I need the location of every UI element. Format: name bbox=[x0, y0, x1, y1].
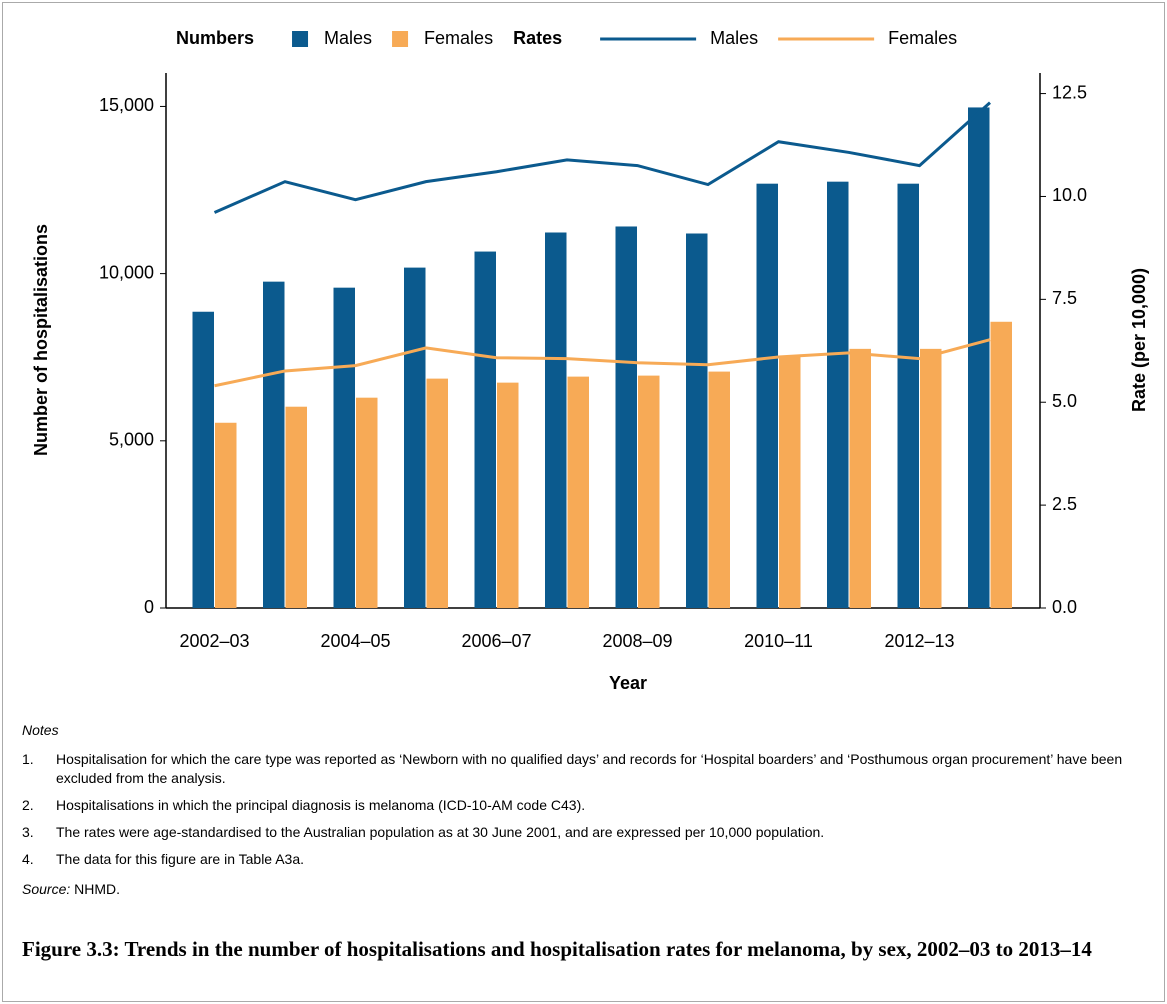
chart: Year Number of hospitalisations Rate (pe… bbox=[31, 28, 1149, 693]
notes-list: 1. Hospitalisation for which the care typ… bbox=[22, 750, 1142, 869]
notes-heading: Notes bbox=[22, 722, 59, 738]
bar bbox=[285, 406, 307, 608]
bar bbox=[968, 107, 990, 609]
bar bbox=[333, 287, 355, 608]
legend-label: Males bbox=[710, 28, 758, 48]
y2-tick-label: 0.0 bbox=[1052, 597, 1077, 617]
note-number: 1. bbox=[22, 751, 34, 767]
note-item: 1. Hospitalisation for which the care typ… bbox=[22, 750, 1142, 788]
notes: Notes 1. Hospitalisation for which the ca… bbox=[22, 722, 1142, 897]
y2-tick-label: 12.5 bbox=[1052, 82, 1087, 102]
bar bbox=[990, 321, 1012, 608]
bar bbox=[686, 233, 708, 608]
note-item: 2. Hospitalisations in which the principa… bbox=[22, 796, 1142, 815]
bar bbox=[615, 226, 637, 608]
bar bbox=[356, 397, 378, 608]
y-tick-label: 0 bbox=[144, 597, 154, 617]
bar bbox=[708, 371, 730, 608]
bar bbox=[497, 382, 519, 608]
legend-swatch bbox=[392, 31, 409, 47]
x-tick-label: 2010–11 bbox=[744, 631, 813, 651]
bar bbox=[849, 348, 871, 608]
note-number: 4. bbox=[22, 851, 34, 867]
x-tick-label: 2002–03 bbox=[179, 631, 249, 651]
source-text: NHMD. bbox=[74, 881, 121, 897]
bar bbox=[192, 311, 214, 608]
bar bbox=[474, 251, 496, 608]
x-tick-label: 2012–13 bbox=[884, 631, 954, 651]
legend-label: Males bbox=[324, 28, 372, 48]
y2-tick-label: 7.5 bbox=[1052, 288, 1077, 308]
y-tick-label: 5,000 bbox=[109, 430, 154, 450]
bar bbox=[827, 181, 849, 608]
y2-tick-label: 2.5 bbox=[1052, 494, 1077, 514]
bar bbox=[920, 348, 942, 608]
x-axis-title: Year bbox=[609, 673, 647, 693]
line bbox=[214, 338, 991, 388]
bar bbox=[545, 232, 567, 608]
y2-tick-label: 10.0 bbox=[1052, 185, 1087, 205]
x-tick-label: 2006–07 bbox=[461, 631, 531, 651]
legend-swatch bbox=[292, 31, 309, 47]
legend-group: Numbers bbox=[176, 28, 254, 48]
bar bbox=[567, 376, 589, 608]
note-text: Hospitalisation for which the care type … bbox=[56, 751, 1123, 786]
source: Source: NHMD. bbox=[22, 881, 1142, 897]
legend-label: Females bbox=[888, 28, 957, 48]
note-text: Hospitalisations in which the principal … bbox=[56, 797, 586, 813]
note-number: 2. bbox=[22, 797, 34, 813]
y2-tick-label: 5.0 bbox=[1052, 391, 1077, 411]
note-text: The data for this figure are in Table A3… bbox=[56, 851, 305, 867]
x-tick-label: 2004–05 bbox=[320, 631, 390, 651]
legend-label: Females bbox=[424, 28, 493, 48]
bar bbox=[756, 183, 778, 608]
figure-caption: Figure 3.3: Trends in the number of hosp… bbox=[22, 937, 1092, 961]
y-tick-label: 15,000 bbox=[99, 95, 154, 115]
x-tick-label: 2008–09 bbox=[602, 631, 672, 651]
bar bbox=[779, 356, 801, 608]
bar bbox=[404, 267, 426, 608]
note-text: The rates were age-standardised to the A… bbox=[56, 824, 825, 840]
line bbox=[213, 101, 991, 214]
bar bbox=[426, 378, 448, 608]
bar bbox=[638, 375, 660, 608]
note-item: 3. The rates were age-standardised to the… bbox=[22, 823, 1142, 842]
note-number: 3. bbox=[22, 824, 34, 840]
y-tick-label: 10,000 bbox=[99, 262, 154, 282]
bar bbox=[215, 422, 237, 608]
note-item: 4. The data for this figure are in Table … bbox=[22, 850, 1142, 869]
y2-axis-title: Rate (per 10,000) bbox=[1129, 268, 1149, 412]
legend-group: Rates bbox=[513, 28, 562, 48]
source-label: Source: bbox=[22, 881, 71, 897]
bar bbox=[263, 281, 285, 608]
bar bbox=[897, 183, 919, 608]
y-axis-title: Number of hospitalisations bbox=[31, 224, 51, 456]
